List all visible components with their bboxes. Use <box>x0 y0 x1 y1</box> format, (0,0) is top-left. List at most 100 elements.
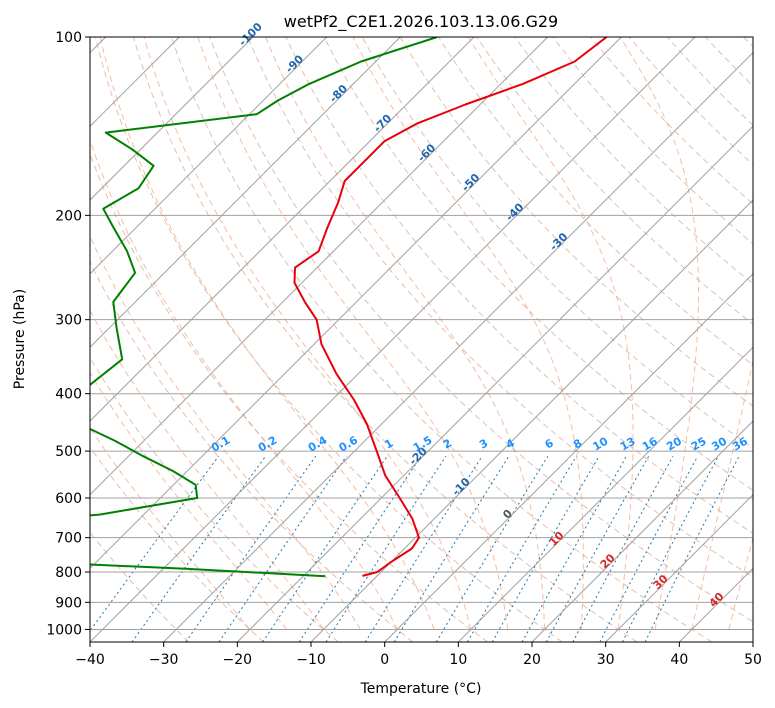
x-tick-label: 0 <box>380 652 389 668</box>
x-tick-label: 20 <box>523 652 541 668</box>
isotherm-label: -50 <box>459 171 482 194</box>
moist-adiabat <box>467 37 634 630</box>
moist-adiabat <box>90 371 288 630</box>
isotherm-label: -10 <box>450 475 473 498</box>
dry-adiabat <box>743 37 753 48</box>
isotherm-label: -80 <box>327 82 350 105</box>
dry-adiabat <box>476 37 753 325</box>
isotherm-line <box>90 37 696 642</box>
mixing-ratio-label: 6 <box>543 436 556 451</box>
mixing-ratio-line <box>131 455 267 642</box>
y-tick-label: 800 <box>55 565 82 581</box>
mixing-ratio-line <box>262 455 388 642</box>
x-tick-label: −30 <box>149 652 179 668</box>
moist-adiabat <box>143 37 472 630</box>
mixing-ratio-label: 3 <box>477 437 490 452</box>
isotherm-line <box>90 37 328 275</box>
mixing-ratio-line <box>364 455 483 642</box>
mixing-ratio-line <box>218 455 347 642</box>
dry-adiabat <box>514 37 753 285</box>
isotherm-label: 40 <box>707 590 727 610</box>
dry-adiabat <box>285 37 753 535</box>
x-tick-label: −40 <box>75 652 105 668</box>
plot-frame <box>89 36 754 643</box>
moist-adiabat <box>265 37 546 630</box>
isotherm-line <box>90 37 622 570</box>
mixing-ratio-line <box>621 455 719 642</box>
isotherm-line <box>90 37 254 201</box>
mixing-ratio-line <box>435 455 549 642</box>
x-tick-label: 40 <box>670 652 688 668</box>
mixing-ratio-line <box>298 455 422 642</box>
isotherm-label: -40 <box>503 200 526 223</box>
y-axis-label: Pressure (hPa) <box>12 289 28 389</box>
mixing-ratio-line <box>545 455 650 642</box>
dry-adiabat <box>666 37 753 126</box>
dewpoint-profile <box>90 37 438 578</box>
moist-adiabat <box>90 138 398 630</box>
dry-adiabat <box>590 37 753 205</box>
x-axis-label: Temperature (°C) <box>360 681 482 697</box>
y-tick-label: 300 <box>55 313 82 329</box>
dry-adiabat <box>94 37 563 642</box>
mixing-ratio-line <box>572 455 674 642</box>
isotherm-line <box>457 346 753 642</box>
temperature-profile <box>293 37 608 577</box>
mixing-ratio-line <box>521 455 627 642</box>
y-tick-label: 1000 <box>46 622 82 638</box>
mixing-ratio-line <box>325 455 447 642</box>
moist-adiabat <box>619 37 699 630</box>
y-tick-label: 600 <box>55 491 82 507</box>
mixing-ratio-line <box>90 455 220 632</box>
mixing-ratio-label: 4 <box>504 436 517 451</box>
isotherm-line <box>678 567 753 642</box>
moist-adiabat <box>99 37 435 630</box>
y-tick-label: 500 <box>55 444 82 460</box>
x-tick-label: −20 <box>223 652 253 668</box>
dry-adiabat <box>90 152 488 642</box>
y-tick-label: 400 <box>55 387 82 403</box>
dry-adiabat <box>437 37 753 366</box>
mixing-ratio-line <box>185 455 317 642</box>
dry-adiabat <box>132 37 638 642</box>
isotherm-label: 10 <box>547 529 567 549</box>
chart-title: wetPf2_C2E1.2026.103.13.06.G29 <box>284 12 558 32</box>
isotherm-label: 30 <box>651 572 671 592</box>
moist-adiabat <box>90 235 361 630</box>
x-tick-label: 10 <box>449 652 467 668</box>
isotherm-line <box>90 37 549 496</box>
moist-adiabat <box>197 37 509 630</box>
dry-adiabat <box>247 37 753 578</box>
mixing-ratio-label: 2 <box>441 437 454 452</box>
moist-adiabat <box>90 309 325 630</box>
dry-adiabat <box>171 37 712 642</box>
isotherm-line <box>236 125 753 642</box>
isotherm-label: -100 <box>236 20 265 49</box>
y-tick-label: 100 <box>55 30 82 46</box>
isotherm-line <box>384 272 753 642</box>
y-tick-label: 900 <box>55 595 82 611</box>
isotherm-line <box>163 51 753 642</box>
isotherm-line <box>605 493 753 642</box>
moist-adiabat <box>352 37 584 630</box>
isotherm-line <box>752 641 753 642</box>
moist-adiabat <box>691 358 753 630</box>
x-tick-label: 30 <box>597 652 615 668</box>
x-tick-label: 50 <box>744 652 762 668</box>
isotherm-label: -60 <box>415 141 438 164</box>
isotherm-line <box>90 37 475 422</box>
dry-adiabat <box>209 37 753 623</box>
moist-adiabat <box>728 536 753 630</box>
dry-adiabat <box>323 37 753 491</box>
isotherm-label: -70 <box>371 112 394 135</box>
dry-adiabat <box>90 446 264 642</box>
dry-adiabat <box>90 260 414 642</box>
isotherm-line <box>90 37 401 349</box>
x-tick-label: −10 <box>296 652 326 668</box>
dry-adiabat <box>90 356 339 642</box>
isotherm-line <box>531 420 753 642</box>
dry-adiabat <box>90 531 190 642</box>
y-tick-label: 200 <box>55 208 82 224</box>
isotherm-line <box>310 199 753 642</box>
